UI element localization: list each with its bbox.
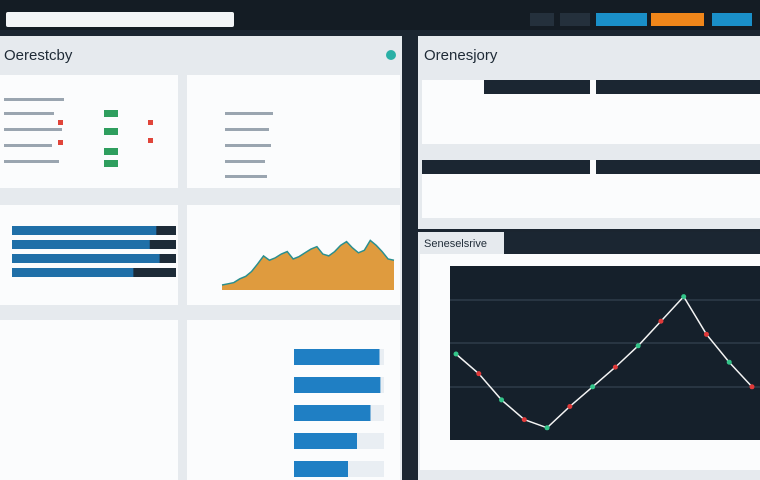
bar-card	[0, 320, 178, 480]
table-badges	[58, 120, 153, 145]
bar	[294, 377, 381, 393]
point	[476, 371, 482, 377]
point	[658, 318, 664, 324]
bar	[294, 461, 348, 477]
progress-card	[187, 320, 400, 480]
toolbar-button[interactable]	[560, 13, 590, 26]
toolbar-button[interactable]	[530, 13, 554, 26]
point	[635, 343, 641, 349]
bar	[12, 254, 160, 263]
dark-row	[422, 80, 760, 174]
toolbar-button[interactable]	[712, 13, 752, 26]
point	[749, 384, 755, 390]
trend-header	[504, 232, 760, 254]
status-icon	[386, 50, 396, 60]
bar	[294, 433, 357, 449]
line	[455, 295, 753, 429]
point	[681, 294, 687, 300]
table-badges	[104, 110, 118, 167]
bar	[12, 268, 134, 277]
panel-title: Seneselsrive	[424, 238, 487, 250]
plot-area	[450, 266, 760, 440]
point	[726, 359, 732, 365]
point	[612, 364, 618, 370]
panel-title: Orenesjory	[424, 47, 498, 64]
point	[590, 384, 596, 390]
panel-title: Oerestcby	[4, 47, 73, 64]
table-card	[0, 75, 178, 188]
bar	[12, 240, 150, 249]
toolbar-button[interactable]	[596, 13, 647, 26]
area	[222, 240, 394, 290]
point	[544, 425, 550, 431]
bar	[294, 405, 371, 421]
point	[453, 351, 459, 357]
point	[703, 331, 709, 337]
bar	[294, 349, 380, 365]
point	[521, 417, 527, 423]
table-rows	[4, 98, 273, 178]
point	[567, 403, 573, 409]
bar	[12, 226, 157, 235]
area-line	[221, 239, 395, 286]
point	[499, 397, 505, 403]
toolbar-button[interactable]	[651, 13, 704, 26]
plot-grid	[450, 299, 760, 388]
search-input[interactable]	[6, 12, 234, 27]
table-card	[187, 75, 400, 188]
